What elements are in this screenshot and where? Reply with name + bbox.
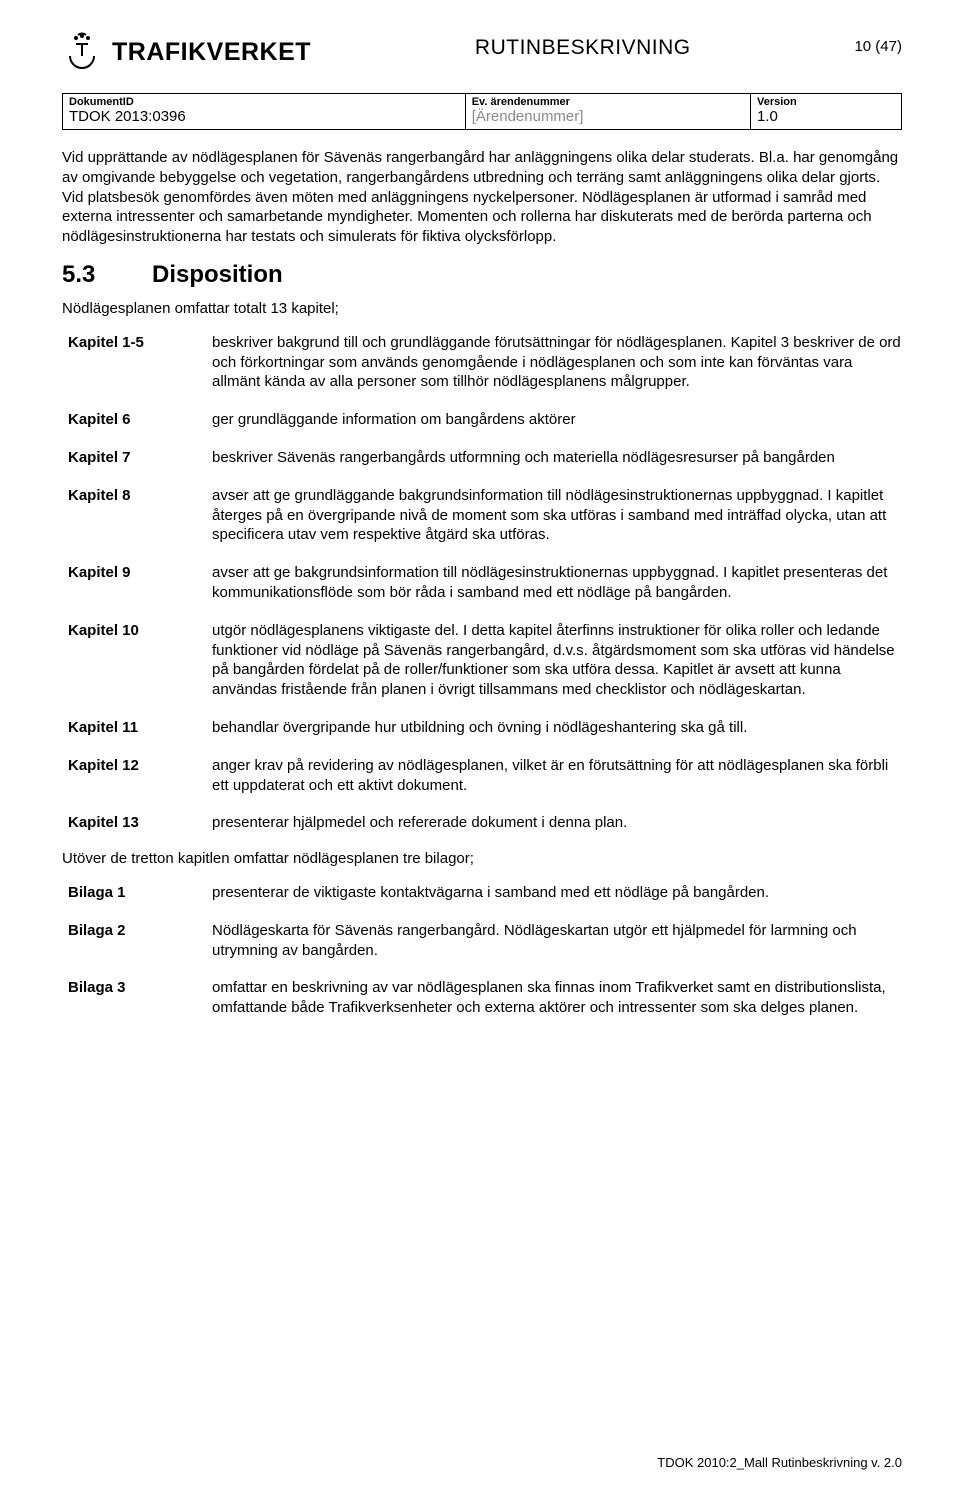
- chapter-item-text: beskriver Sävenäs rangerbangårds utformn…: [212, 448, 902, 468]
- metadata-table: DokumentID TDOK 2013:0396 Ev. ärendenumm…: [62, 93, 902, 130]
- section-heading: 5.3Disposition: [62, 261, 902, 289]
- chapter-item-text: presenterar hjälpmedel och refererade do…: [212, 813, 902, 833]
- chapter-item-text: utgör nödlägesplanens viktigaste del. I …: [212, 621, 902, 700]
- footer-template-id: TDOK 2010:2_Mall Rutinbeskrivning v. 2.0: [657, 1455, 902, 1470]
- trafikverket-logo-icon: [62, 30, 102, 75]
- chapter-item-text: avser att ge grundläggande bakgrundsinfo…: [212, 486, 902, 545]
- doc-type-label: RUTINBESKRIVNING: [475, 36, 691, 60]
- chapter-item-label: Kapitel 10: [68, 621, 198, 700]
- chapter-item-text: behandlar övergripande hur utbildning oc…: [212, 718, 902, 738]
- section-number: 5.3: [62, 261, 152, 289]
- appendix-item-label: Bilaga 1: [68, 883, 198, 903]
- meta-label-dokumentid: DokumentID: [69, 96, 459, 108]
- appendix-item-label: Bilaga 2: [68, 921, 198, 961]
- chapter-item-label: Kapitel 6: [68, 410, 198, 430]
- meta-value-arende: [Ärendenummer]: [472, 108, 744, 125]
- page-header: TRAFIKVERKET RUTINBESKRIVNING 10 (47): [62, 30, 902, 75]
- chapter-item-text: avser att ge bakgrundsinformation till n…: [212, 563, 902, 603]
- page-number: 10 (47): [854, 38, 902, 55]
- chapter-item-label: Kapitel 8: [68, 486, 198, 545]
- page: TRAFIKVERKET RUTINBESKRIVNING 10 (47) Do…: [0, 0, 960, 1494]
- appendix-lead: Utöver de tretton kapitlen omfattar nödl…: [62, 849, 902, 869]
- chapter-item-text: anger krav på revidering av nödlägesplan…: [212, 756, 902, 796]
- org-logo-block: TRAFIKVERKET: [62, 30, 311, 75]
- meta-label-arende: Ev. ärendenummer: [472, 96, 744, 108]
- section-title: Disposition: [152, 261, 283, 288]
- appendix-item-text: presenterar de viktigaste kontaktvägarna…: [212, 883, 902, 903]
- appendix-item-text: Nödlägeskarta för Sävenäs rangerbangård.…: [212, 921, 902, 961]
- chapter-item-label: Kapitel 11: [68, 718, 198, 738]
- chapter-list: Kapitel 1-5beskriver bakgrund till och g…: [68, 333, 902, 833]
- chapter-item-text: beskriver bakgrund till och grundläggand…: [212, 333, 902, 392]
- intro-paragraph: Vid upprättande av nödlägesplanen för Sä…: [62, 148, 902, 247]
- chapter-item-label: Kapitel 13: [68, 813, 198, 833]
- appendix-item-label: Bilaga 3: [68, 978, 198, 1018]
- appendix-item-text: omfattar en beskrivning av var nödlägesp…: [212, 978, 902, 1018]
- chapter-item-text: ger grundläggande information om bangård…: [212, 410, 902, 430]
- section-lead: Nödlägesplanen omfattar totalt 13 kapite…: [62, 299, 902, 319]
- chapter-item-label: Kapitel 7: [68, 448, 198, 468]
- chapter-item-label: Kapitel 12: [68, 756, 198, 796]
- chapter-item-label: Kapitel 9: [68, 563, 198, 603]
- org-name: TRAFIKVERKET: [112, 38, 311, 67]
- meta-label-version: Version: [757, 96, 895, 108]
- chapter-item-label: Kapitel 1-5: [68, 333, 198, 392]
- meta-value-version: 1.0: [757, 108, 895, 125]
- appendix-list: Bilaga 1 presenterar de viktigaste kontak…: [68, 883, 902, 1018]
- meta-value-dokumentid: TDOK 2013:0396: [69, 108, 459, 125]
